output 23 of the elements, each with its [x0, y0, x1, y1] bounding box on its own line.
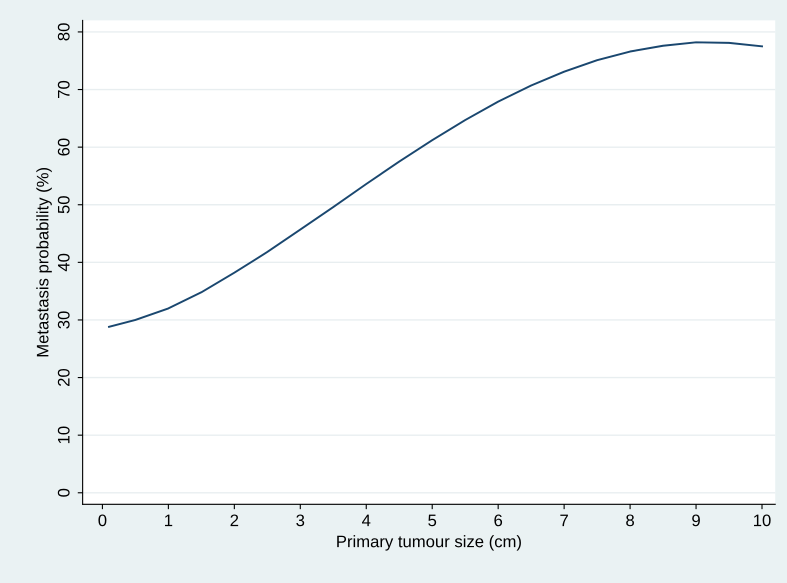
x-tick-label: 10 [754, 514, 771, 526]
x-tick-label: 8 [626, 514, 634, 526]
y-tick-label: 80 [58, 23, 70, 40]
x-tick-label: 4 [362, 514, 370, 526]
x-tick-label: 7 [560, 514, 568, 526]
y-tick-label: 60 [58, 138, 70, 156]
y-tick-label: 70 [58, 80, 70, 98]
x-tick-label: 5 [428, 514, 436, 526]
x-tick-label: 3 [296, 514, 304, 526]
line-series [108, 41, 763, 328]
y-tick-label: 20 [58, 368, 70, 386]
y-tick-label: 40 [58, 254, 70, 272]
y-tick-label: 10 [58, 426, 70, 444]
x-axis-title: Primary tumour size (cm) [337, 535, 521, 551]
x-tick-label: 1 [165, 514, 172, 526]
x-tick-label: 2 [230, 514, 238, 526]
y-axis-title: Metastasis probability (%) [36, 168, 52, 356]
x-tick-label: 9 [692, 514, 700, 526]
y-tick-label: 0 [58, 488, 70, 497]
x-tick-label: 6 [494, 514, 502, 526]
y-tick-label: 50 [58, 196, 70, 214]
x-tick-label: 0 [98, 514, 106, 526]
y-tick-label: 30 [58, 311, 70, 329]
